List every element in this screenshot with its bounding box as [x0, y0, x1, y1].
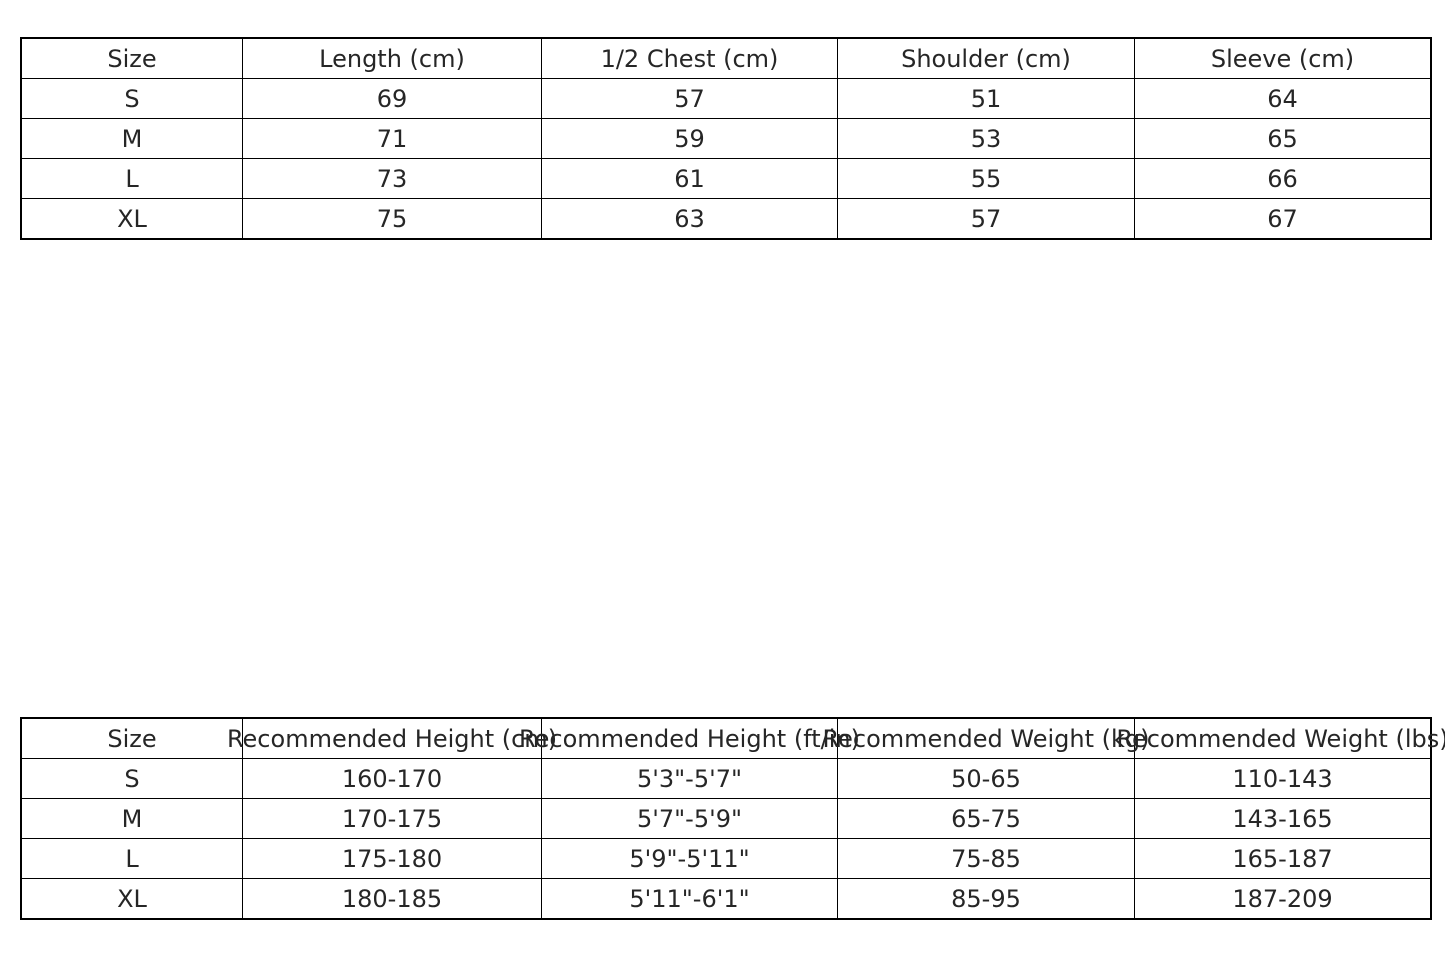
column-header-length: Length (cm) [242, 37, 542, 79]
table-header-row: Size Length (cm) 1/2 Chest (cm) Shoulder… [20, 37, 1432, 79]
cell-shoulder: 57 [837, 198, 1135, 240]
cell-weight-lbs: 110-143 [1134, 758, 1432, 799]
column-header-half-chest: 1/2 Chest (cm) [541, 37, 838, 79]
cell-height-ftin: 5'9"-5'11" [541, 838, 838, 879]
cell-size: L [20, 158, 243, 199]
cell-weight-kg: 65-75 [837, 798, 1135, 839]
cell-weight-kg: 85-95 [837, 878, 1135, 920]
column-header-size-label: Size [107, 724, 157, 753]
body-recommendation-table: Size Recommended Height (cm) Recommended… [20, 717, 1445, 920]
column-header-size: Size [20, 717, 243, 759]
table-row: L 175-180 5'9"-5'11" 75-85 165-187 [20, 838, 1432, 879]
cell-height-cm: 175-180 [242, 838, 542, 879]
cell-half-chest: 63 [541, 198, 838, 240]
column-header-recommended-weight-lbs: Recommended Weight (lbs) [1116, 717, 1445, 759]
cell-size: L [20, 838, 243, 879]
cell-weight-kg: 75-85 [837, 838, 1135, 879]
table-row: L 73 61 55 66 [20, 158, 1432, 199]
garment-measurements-table: Size Length (cm) 1/2 Chest (cm) Shoulder… [20, 37, 1432, 240]
cell-length: 73 [242, 158, 542, 199]
column-header-recommended-height-ftin-label: Recommended Height (ft/in) [519, 724, 860, 753]
cell-height-ftin: 5'7"-5'9" [541, 798, 838, 839]
cell-shoulder: 55 [837, 158, 1135, 199]
cell-length: 71 [242, 118, 542, 159]
cell-size: S [20, 78, 243, 119]
cell-weight-lbs: 165-187 [1134, 838, 1432, 879]
column-header-recommended-weight-kg-label: Recommended Weight (kg) [822, 724, 1150, 753]
cell-size: XL [20, 198, 243, 240]
column-header-sleeve: Sleeve (cm) [1134, 37, 1432, 79]
cell-size: XL [20, 878, 243, 920]
cell-sleeve: 65 [1134, 118, 1432, 159]
cell-sleeve: 64 [1134, 78, 1432, 119]
column-header-recommended-height-cm-label: Recommended Height (cm) [226, 724, 558, 753]
column-header-recommended-weight-kg: Recommended Weight (kg) [823, 717, 1149, 759]
cell-weight-lbs: 187-209 [1134, 878, 1432, 920]
cell-half-chest: 61 [541, 158, 838, 199]
cell-size: M [20, 798, 243, 839]
cell-sleeve: 66 [1134, 158, 1432, 199]
cell-size: M [20, 118, 243, 159]
table-row: S 69 57 51 64 [20, 78, 1432, 119]
table-row: XL 180-185 5'11"-6'1" 85-95 187-209 [20, 878, 1432, 920]
cell-weight-kg: 50-65 [837, 758, 1135, 799]
cell-length: 69 [242, 78, 542, 119]
cell-height-cm: 170-175 [242, 798, 542, 839]
cell-height-cm: 180-185 [242, 878, 542, 920]
column-header-recommended-height-cm: Recommended Height (cm) [227, 717, 557, 759]
garment-measurements-table-container: Size Length (cm) 1/2 Chest (cm) Shoulder… [20, 37, 1445, 267]
table-header-row: Size Recommended Height (cm) Recommended… [20, 717, 1445, 759]
column-header-recommended-weight-lbs-label: Recommended Weight (lbs) [1116, 724, 1445, 753]
table-row: S 160-170 5'3"-5'7" 50-65 110-143 [20, 758, 1432, 799]
cell-half-chest: 59 [541, 118, 838, 159]
table-row: M 170-175 5'7"-5'9" 65-75 143-165 [20, 798, 1432, 839]
cell-height-cm: 160-170 [242, 758, 542, 799]
table-row: M 71 59 53 65 [20, 118, 1432, 159]
column-header-recommended-height-ftin: Recommended Height (ft/in) [519, 717, 860, 759]
cell-size: S [20, 758, 243, 799]
column-header-shoulder: Shoulder (cm) [837, 37, 1135, 79]
cell-height-ftin: 5'3"-5'7" [541, 758, 838, 799]
cell-shoulder: 51 [837, 78, 1135, 119]
body-recommendation-table-container: Size Recommended Height (cm) Recommended… [20, 717, 1445, 947]
cell-sleeve: 67 [1134, 198, 1432, 240]
cell-weight-lbs: 143-165 [1134, 798, 1432, 839]
cell-shoulder: 53 [837, 118, 1135, 159]
table-row: XL 75 63 57 67 [20, 198, 1432, 240]
cell-length: 75 [242, 198, 542, 240]
column-header-size: Size [20, 37, 243, 79]
cell-height-ftin: 5'11"-6'1" [541, 878, 838, 920]
cell-half-chest: 57 [541, 78, 838, 119]
